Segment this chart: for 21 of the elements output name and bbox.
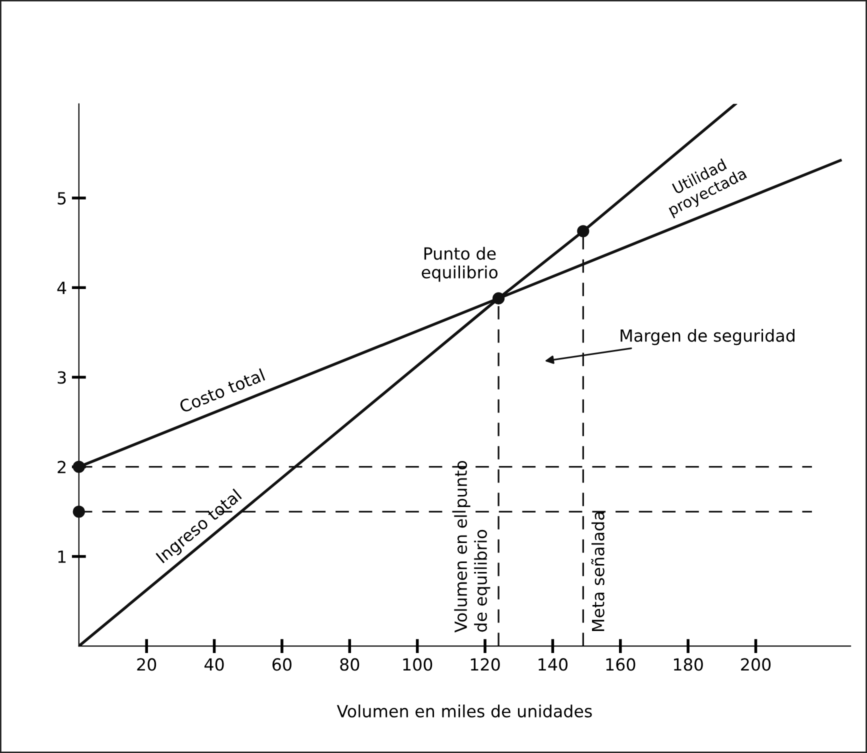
x-tick-label: 80: [340, 658, 360, 671]
y-tick-label: 5: [58, 192, 66, 205]
x-tick-label: 160: [606, 658, 636, 671]
ref-line-label: Volumen en el punto de equilibrio: [454, 460, 490, 632]
y-tick-label: 4: [57, 282, 66, 294]
y-tick-label: 2: [58, 460, 66, 474]
x-tick-label: 120: [470, 658, 500, 671]
x-tick-label: 40: [204, 658, 224, 671]
x-tick-label: 200: [741, 658, 771, 671]
text: Costo total: [178, 368, 266, 414]
annotation: Margen de seguridad: [620, 328, 794, 346]
x-tick-label: 60: [272, 658, 292, 671]
x-tick-label: 20: [137, 658, 156, 671]
y-tick-label: 3: [58, 371, 66, 384]
x-tick-label: 140: [538, 658, 568, 671]
y-tick-label: 1: [58, 550, 66, 563]
x-axis-title: Volumen en miles de unidades: [336, 704, 592, 718]
x-tick-label: 100: [403, 658, 432, 671]
ref-line-label: Meta señalada: [591, 512, 604, 631]
x-tick-label: 180: [674, 658, 703, 671]
annotation: Punto de equilibrio: [422, 246, 498, 282]
